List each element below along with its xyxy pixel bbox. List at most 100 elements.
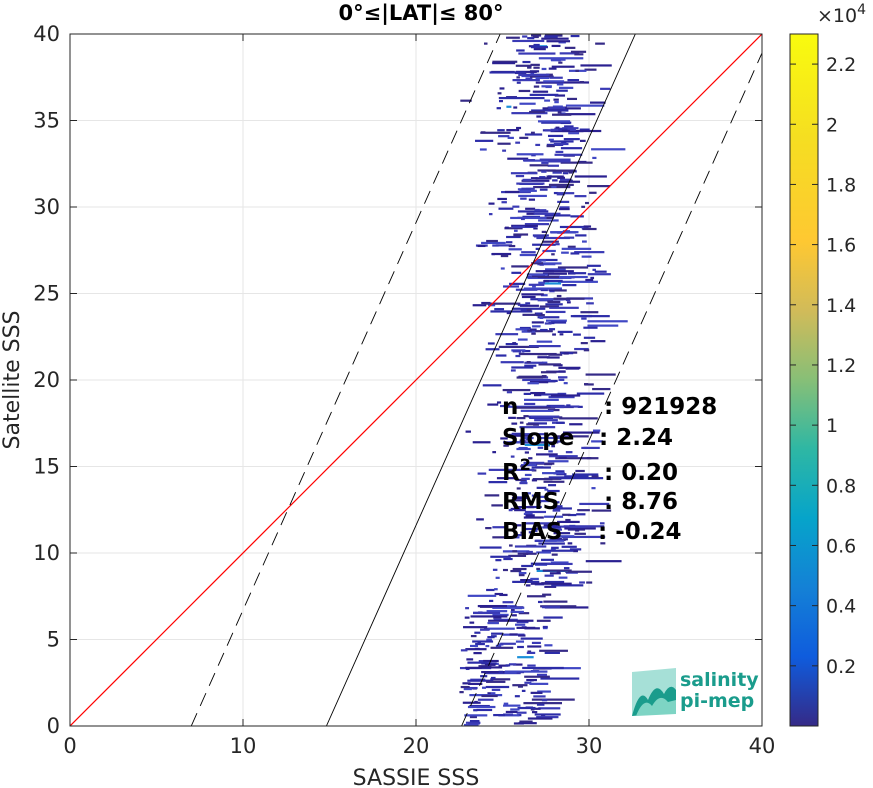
density-cell bbox=[533, 43, 540, 47]
density-cell bbox=[585, 201, 589, 205]
density-cell bbox=[523, 415, 529, 418]
density-cell bbox=[469, 719, 480, 723]
density-cell bbox=[526, 595, 546, 598]
density-cell bbox=[547, 408, 560, 412]
density-cell bbox=[510, 610, 524, 614]
x-tick-label: 10 bbox=[230, 734, 257, 758]
density-cell bbox=[472, 441, 491, 444]
density-cell bbox=[591, 440, 604, 443]
density-cell bbox=[551, 546, 559, 549]
density-cell bbox=[514, 509, 526, 512]
density-cell bbox=[536, 486, 547, 489]
x-axis-label: SASSIE SSS bbox=[353, 766, 480, 788]
density-cell bbox=[541, 714, 546, 718]
density-cell bbox=[487, 692, 491, 695]
density-cell bbox=[465, 607, 470, 610]
density-cell bbox=[538, 219, 559, 222]
density-cell bbox=[600, 87, 611, 90]
density-cell bbox=[537, 353, 548, 356]
density-cell bbox=[561, 545, 577, 548]
density-cell bbox=[562, 127, 579, 130]
density-cell bbox=[519, 304, 539, 307]
density-cell bbox=[553, 142, 569, 146]
density-cell bbox=[550, 561, 569, 564]
density-cell bbox=[497, 197, 507, 201]
density-cell bbox=[485, 526, 492, 530]
density-cell bbox=[556, 421, 565, 424]
density-cell bbox=[569, 423, 583, 426]
density-cell bbox=[574, 251, 605, 254]
density-cell bbox=[513, 663, 523, 666]
density-cell bbox=[574, 53, 584, 56]
density-cell bbox=[555, 150, 564, 154]
density-cell bbox=[490, 646, 514, 649]
density-cell bbox=[534, 713, 561, 716]
density-cell bbox=[507, 157, 529, 160]
density-cell bbox=[551, 584, 584, 587]
density-cell bbox=[527, 664, 536, 667]
density-cell bbox=[522, 35, 528, 38]
density-cell bbox=[563, 352, 569, 355]
density-cell bbox=[585, 278, 594, 282]
density-cell bbox=[543, 279, 563, 283]
density-cell bbox=[482, 384, 502, 387]
density-cell bbox=[581, 255, 592, 258]
density-cell bbox=[492, 613, 509, 616]
density-cell bbox=[524, 473, 532, 477]
density-cell bbox=[521, 187, 535, 190]
density-cell bbox=[555, 126, 560, 129]
density-cell bbox=[530, 63, 540, 66]
density-cell bbox=[551, 185, 557, 188]
density-cell bbox=[521, 477, 530, 480]
density-cell bbox=[512, 550, 518, 553]
density-cell bbox=[460, 685, 470, 689]
density-cell bbox=[554, 435, 589, 438]
density-cell bbox=[515, 524, 522, 527]
density-cell bbox=[484, 663, 496, 666]
density-cell bbox=[573, 549, 578, 553]
density-cell bbox=[512, 350, 521, 353]
density-cell bbox=[500, 437, 508, 440]
density-cell bbox=[510, 172, 538, 175]
density-cell bbox=[532, 243, 556, 246]
density-cell bbox=[541, 699, 548, 702]
density-cell bbox=[561, 247, 592, 250]
density-cell bbox=[528, 330, 536, 333]
density-cell bbox=[512, 499, 524, 502]
density-cell bbox=[502, 604, 507, 608]
density-cell bbox=[518, 571, 527, 575]
density-cell bbox=[537, 120, 571, 123]
density-cell bbox=[498, 100, 503, 103]
density-cell bbox=[527, 329, 532, 332]
density-cell bbox=[531, 479, 538, 482]
density-cell bbox=[562, 431, 600, 434]
density-cell bbox=[527, 717, 553, 720]
density-cell bbox=[506, 129, 520, 132]
density-cell bbox=[526, 308, 532, 312]
y-tick-label: 20 bbox=[33, 368, 60, 392]
density-cell bbox=[502, 601, 514, 604]
density-cell bbox=[580, 64, 612, 67]
density-cell bbox=[538, 542, 565, 545]
colorbar-tick-label: 0.6 bbox=[826, 535, 856, 557]
density-cell bbox=[537, 501, 542, 504]
density-cell bbox=[519, 421, 524, 424]
density-cell bbox=[572, 473, 599, 476]
density-cell bbox=[543, 524, 558, 527]
density-cell bbox=[530, 391, 546, 395]
density-cell bbox=[563, 382, 568, 385]
density-cell bbox=[474, 631, 481, 634]
density-cell bbox=[485, 685, 510, 689]
density-cell bbox=[544, 129, 555, 132]
density-cell bbox=[552, 105, 563, 108]
density-cell bbox=[544, 651, 560, 654]
density-cell bbox=[567, 78, 580, 82]
density-cell bbox=[537, 690, 551, 693]
density-cell bbox=[530, 72, 535, 75]
density-cell bbox=[506, 235, 521, 239]
density-cell bbox=[484, 494, 500, 497]
density-cell bbox=[462, 682, 471, 685]
density-cell bbox=[539, 188, 548, 191]
density-cell bbox=[545, 319, 567, 322]
density-cell bbox=[508, 428, 512, 431]
